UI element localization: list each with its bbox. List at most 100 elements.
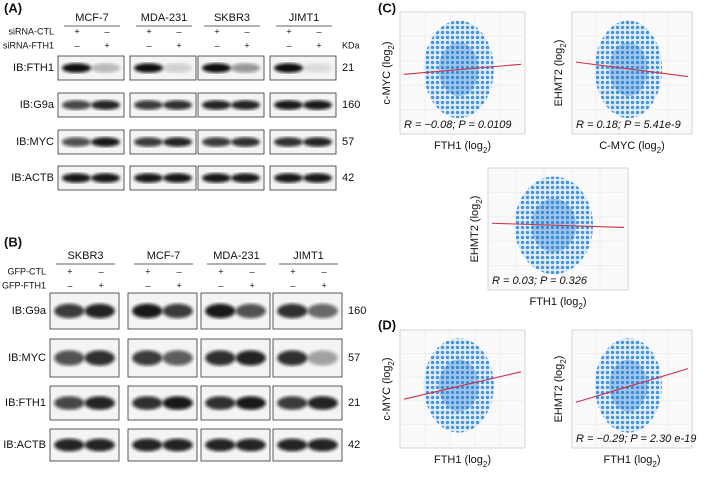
y-axis-label-sub: 2 bbox=[387, 361, 396, 366]
x-axis-label-sub: 2 bbox=[483, 460, 488, 469]
band bbox=[162, 396, 193, 410]
x-axis-label: FTH1 (log2) bbox=[529, 296, 586, 311]
band bbox=[54, 303, 85, 319]
y-axis-label-end: ) bbox=[381, 41, 393, 45]
panel-label: (D) bbox=[378, 317, 396, 332]
x-axis-label-sub: 2 bbox=[652, 460, 657, 469]
band bbox=[307, 350, 338, 366]
y-axis-label-end: ) bbox=[553, 40, 565, 44]
sign: + bbox=[286, 26, 291, 36]
band bbox=[277, 438, 308, 452]
sign: – bbox=[322, 266, 327, 276]
cell-line: JIMT1 bbox=[293, 250, 324, 262]
panel-label: (A) bbox=[4, 0, 22, 15]
band bbox=[307, 438, 338, 452]
kda: 21 bbox=[348, 397, 360, 409]
band bbox=[231, 173, 261, 183]
band bbox=[133, 173, 163, 183]
blot-row-label: IB:MYC bbox=[16, 136, 54, 148]
blot-row-label: IB:ACTB bbox=[3, 439, 46, 451]
sign: + bbox=[176, 280, 181, 290]
band bbox=[205, 438, 236, 452]
band bbox=[54, 350, 85, 366]
band bbox=[273, 137, 304, 147]
y-axis-label: EHMT2 (log2) bbox=[553, 40, 568, 107]
sign: – bbox=[290, 280, 295, 290]
sign: – bbox=[75, 40, 80, 50]
sign: + bbox=[98, 280, 103, 290]
cell-line: MDA-231 bbox=[213, 250, 259, 262]
band bbox=[163, 100, 193, 110]
condition-label: GFP-CTL bbox=[7, 266, 46, 276]
sign: – bbox=[244, 26, 249, 36]
y-axis-label-text: c-MYC (log bbox=[381, 366, 393, 421]
band bbox=[91, 63, 121, 73]
band bbox=[235, 303, 266, 319]
cell-line: MDA-231 bbox=[141, 12, 187, 24]
band bbox=[277, 350, 308, 366]
blot-row-label: IB:ACTB bbox=[11, 172, 54, 184]
x-axis-label: FTH1 (log2) bbox=[603, 454, 660, 469]
band bbox=[163, 137, 193, 147]
band bbox=[231, 100, 261, 110]
sign: + bbox=[214, 26, 219, 36]
y-axis-label-end: ) bbox=[381, 357, 393, 361]
panel-label: (C) bbox=[378, 0, 396, 15]
band bbox=[231, 137, 261, 147]
band bbox=[84, 303, 115, 319]
panel-label: (B) bbox=[4, 234, 22, 249]
blot-row-label: IB:MYC bbox=[8, 352, 46, 364]
point-cloud-core bbox=[609, 359, 648, 412]
kda: 57 bbox=[348, 352, 360, 364]
y-axis-label-text: EHMT2 (log bbox=[553, 364, 565, 423]
band bbox=[132, 438, 163, 452]
point-cloud bbox=[594, 338, 663, 433]
y-axis-label-end: ) bbox=[469, 196, 481, 200]
x-axis-label-end: ) bbox=[657, 454, 661, 466]
sign: + bbox=[244, 40, 249, 50]
y-axis-label: EHMT2 (log2) bbox=[553, 356, 568, 423]
band bbox=[61, 100, 91, 110]
y-axis-label-end: ) bbox=[553, 356, 565, 360]
cell-line: JIMT1 bbox=[289, 12, 320, 24]
band bbox=[277, 303, 308, 319]
kda: 160 bbox=[348, 305, 366, 317]
x-axis-label-text: FTH1 (log bbox=[529, 296, 578, 308]
band bbox=[162, 438, 193, 452]
band bbox=[84, 396, 115, 410]
kda-header: KDa bbox=[342, 40, 360, 50]
sign: – bbox=[250, 266, 255, 276]
point-cloud bbox=[423, 338, 494, 433]
sign: – bbox=[215, 40, 220, 50]
band bbox=[163, 63, 193, 73]
stat-label: R = −0.29; P = 2.30 e-19 bbox=[576, 433, 696, 445]
blot-row-label: IB:G9a bbox=[12, 305, 47, 317]
x-axis-label: FTH1 (log2) bbox=[434, 140, 491, 155]
band bbox=[132, 350, 163, 366]
band bbox=[205, 396, 236, 410]
sign: + bbox=[104, 40, 109, 50]
blot-row-label: IB:G9a bbox=[20, 99, 55, 111]
band bbox=[162, 303, 193, 319]
x-axis-label-sub: 2 bbox=[657, 146, 662, 155]
sign: – bbox=[99, 266, 104, 276]
x-axis-label-end: ) bbox=[487, 454, 491, 466]
band bbox=[201, 100, 231, 110]
band bbox=[235, 350, 266, 366]
band bbox=[231, 63, 261, 73]
kda: 57 bbox=[342, 136, 354, 148]
condition-label: siRNA-CTL bbox=[8, 26, 54, 36]
band bbox=[303, 173, 333, 183]
band bbox=[307, 396, 338, 410]
regression-line bbox=[575, 61, 689, 78]
sign: + bbox=[146, 26, 151, 36]
sign: – bbox=[147, 40, 152, 50]
regression-line bbox=[403, 63, 522, 75]
kda: 42 bbox=[342, 172, 354, 184]
band bbox=[162, 350, 193, 366]
regression-line bbox=[403, 371, 522, 400]
band bbox=[84, 350, 115, 366]
sign: – bbox=[218, 280, 223, 290]
sign: – bbox=[145, 280, 150, 290]
stat-label: R = −0.08; P = 0.0109 bbox=[404, 119, 512, 131]
